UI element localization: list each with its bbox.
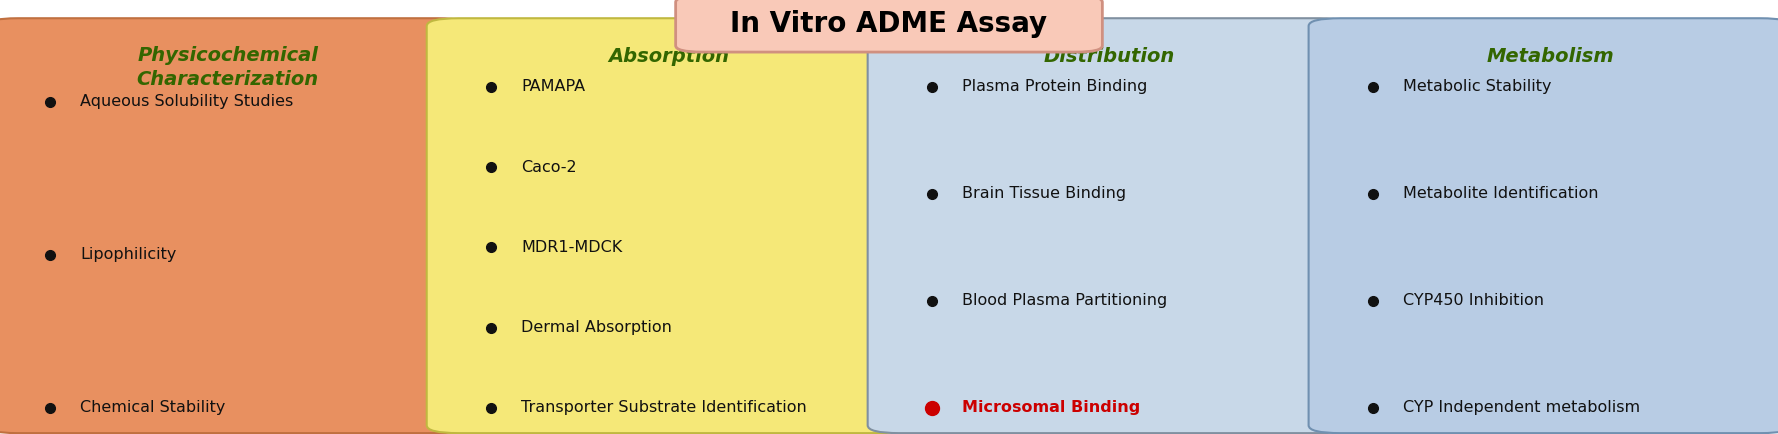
Text: CYP Independent metabolism: CYP Independent metabolism (1403, 401, 1639, 415)
Text: Physicochemical
Characterization: Physicochemical Characterization (137, 46, 318, 89)
Text: PAMAPA: PAMAPA (521, 79, 585, 94)
FancyBboxPatch shape (676, 0, 1102, 52)
Text: Brain Tissue Binding: Brain Tissue Binding (962, 186, 1125, 201)
Text: Caco-2: Caco-2 (521, 160, 576, 174)
Text: Microsomal Binding: Microsomal Binding (962, 401, 1140, 415)
Text: Plasma Protein Binding: Plasma Protein Binding (962, 79, 1147, 94)
FancyBboxPatch shape (427, 18, 910, 433)
FancyBboxPatch shape (0, 18, 469, 433)
Text: Distribution: Distribution (1044, 47, 1175, 66)
Text: Blood Plasma Partitioning: Blood Plasma Partitioning (962, 293, 1166, 309)
Text: Lipophilicity: Lipophilicity (80, 247, 176, 263)
Text: Chemical Stability: Chemical Stability (80, 401, 226, 415)
Text: Aqueous Solubility Studies: Aqueous Solubility Studies (80, 95, 293, 109)
FancyBboxPatch shape (868, 18, 1351, 433)
Text: Metabolism: Metabolism (1486, 47, 1614, 66)
Text: In Vitro ADME Assay: In Vitro ADME Assay (731, 10, 1047, 38)
FancyBboxPatch shape (1309, 18, 1778, 433)
Text: Transporter Substrate Identification: Transporter Substrate Identification (521, 401, 807, 415)
Text: MDR1-MDCK: MDR1-MDCK (521, 240, 622, 255)
Text: CYP450 Inhibition: CYP450 Inhibition (1403, 293, 1543, 309)
Text: Metabolite Identification: Metabolite Identification (1403, 186, 1598, 201)
Text: Metabolic Stability: Metabolic Stability (1403, 79, 1552, 94)
Text: Absorption: Absorption (608, 47, 729, 66)
Text: Dermal Absorption: Dermal Absorption (521, 320, 672, 335)
